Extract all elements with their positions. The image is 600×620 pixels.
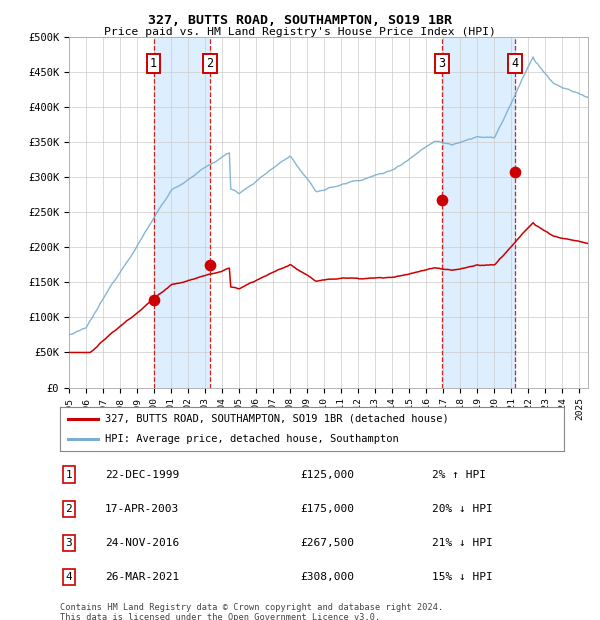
Point	[437, 195, 446, 205]
Text: 15% ↓ HPI: 15% ↓ HPI	[432, 572, 493, 582]
Text: £267,500: £267,500	[300, 538, 354, 548]
Text: 2: 2	[65, 503, 73, 514]
Text: 2: 2	[206, 57, 214, 70]
Text: 1: 1	[65, 469, 73, 480]
Text: 17-APR-2003: 17-APR-2003	[105, 503, 179, 514]
Point	[511, 167, 520, 177]
Point	[149, 295, 158, 305]
Text: 4: 4	[512, 57, 519, 70]
Bar	[442, 37, 515, 387]
Text: 20% ↓ HPI: 20% ↓ HPI	[432, 503, 493, 514]
Text: £175,000: £175,000	[300, 503, 354, 514]
Bar	[154, 37, 210, 387]
Text: 3: 3	[65, 538, 73, 548]
Text: 22-DEC-1999: 22-DEC-1999	[105, 469, 179, 480]
Text: 26-MAR-2021: 26-MAR-2021	[105, 572, 179, 582]
Text: Price paid vs. HM Land Registry's House Price Index (HPI): Price paid vs. HM Land Registry's House …	[104, 27, 496, 37]
Text: 3: 3	[438, 57, 445, 70]
Text: 327, BUTTS ROAD, SOUTHAMPTON, SO19 1BR (detached house): 327, BUTTS ROAD, SOUTHAMPTON, SO19 1BR (…	[106, 414, 449, 424]
Text: 2% ↑ HPI: 2% ↑ HPI	[432, 469, 486, 480]
Text: Contains HM Land Registry data © Crown copyright and database right 2024.
This d: Contains HM Land Registry data © Crown c…	[60, 603, 443, 620]
Text: 1: 1	[150, 57, 157, 70]
Point	[205, 260, 215, 270]
Text: 21% ↓ HPI: 21% ↓ HPI	[432, 538, 493, 548]
Text: £308,000: £308,000	[300, 572, 354, 582]
Text: £125,000: £125,000	[300, 469, 354, 480]
Text: 24-NOV-2016: 24-NOV-2016	[105, 538, 179, 548]
Text: HPI: Average price, detached house, Southampton: HPI: Average price, detached house, Sout…	[106, 434, 399, 445]
Text: 327, BUTTS ROAD, SOUTHAMPTON, SO19 1BR: 327, BUTTS ROAD, SOUTHAMPTON, SO19 1BR	[148, 14, 452, 27]
Text: 4: 4	[65, 572, 73, 582]
